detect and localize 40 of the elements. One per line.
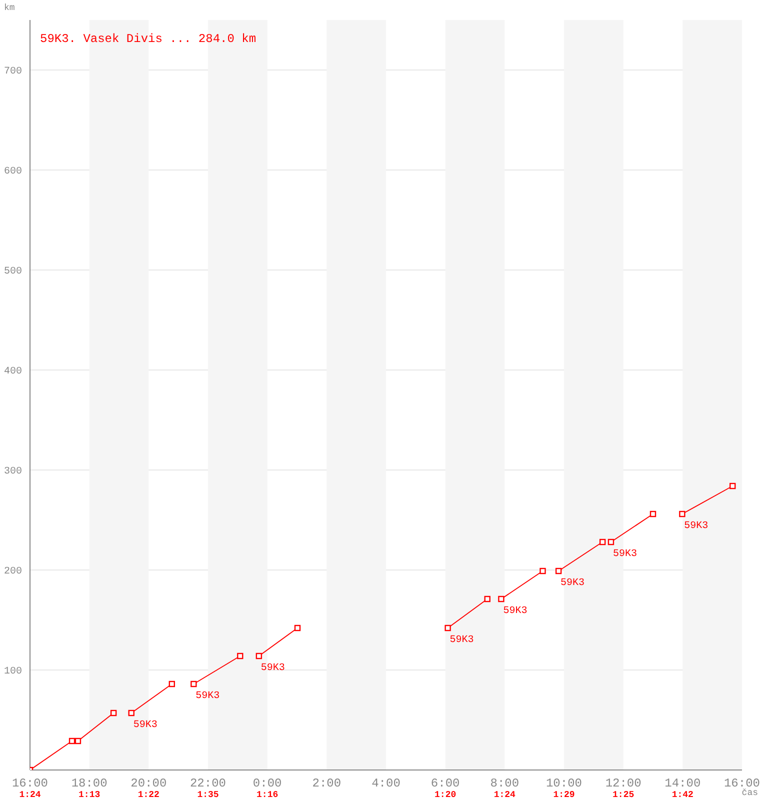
- annotation: 59K3: [133, 720, 158, 731]
- annotation: 59K3: [560, 578, 585, 589]
- text: 59K3. Vasek Divis ... 284.0 km: [40, 32, 256, 46]
- text: 1:16: [256, 790, 278, 800]
- text: 1:24: [19, 790, 42, 800]
- text: 1:35: [197, 790, 219, 800]
- x-tick-label: 16:00: [12, 776, 48, 791]
- text: 1:29: [553, 790, 575, 800]
- y-tick-label: 700: [4, 66, 22, 78]
- text: 1:13: [78, 790, 100, 800]
- y-tick-label: 100: [4, 666, 22, 678]
- y-tick-label: 600: [4, 166, 22, 178]
- x-tick-label: 6:00: [430, 776, 460, 791]
- y-tick-label: 300: [4, 466, 22, 478]
- y-axis-title: km: [4, 3, 15, 13]
- x-tick-label: 18:00: [71, 776, 108, 791]
- text: 1:24: [494, 790, 516, 800]
- annotation: 59K3: [450, 635, 474, 646]
- x-tick-label: 14:00: [664, 776, 701, 791]
- text: 1:20: [434, 790, 456, 800]
- x-axis-title: čas: [742, 788, 758, 798]
- x-tick-label: 10:00: [546, 776, 582, 791]
- annotation: 59K3: [503, 606, 528, 617]
- x-tick-label: 8:00: [490, 776, 520, 791]
- x-tick-label: 4:00: [372, 776, 400, 791]
- x-tick-label: 22:00: [190, 776, 226, 791]
- x-tick-label: 20:00: [130, 776, 167, 791]
- annotation: 59K3: [684, 521, 708, 532]
- annotation: 59K3: [196, 691, 220, 702]
- annotation: 59K3: [260, 663, 285, 674]
- text: 1:42: [672, 790, 694, 800]
- y-tick-label: 400: [4, 366, 22, 378]
- text: 1:22: [138, 790, 160, 800]
- x-tick-label: 12:00: [605, 776, 642, 791]
- y-tick-label: 500: [4, 266, 22, 278]
- text: 1:25: [612, 790, 634, 800]
- x-tick-label: 2:00: [312, 776, 342, 791]
- y-tick-label: 200: [4, 566, 22, 578]
- x-tick-label: 0:00: [252, 776, 282, 791]
- annotation: 59K3: [612, 549, 637, 560]
